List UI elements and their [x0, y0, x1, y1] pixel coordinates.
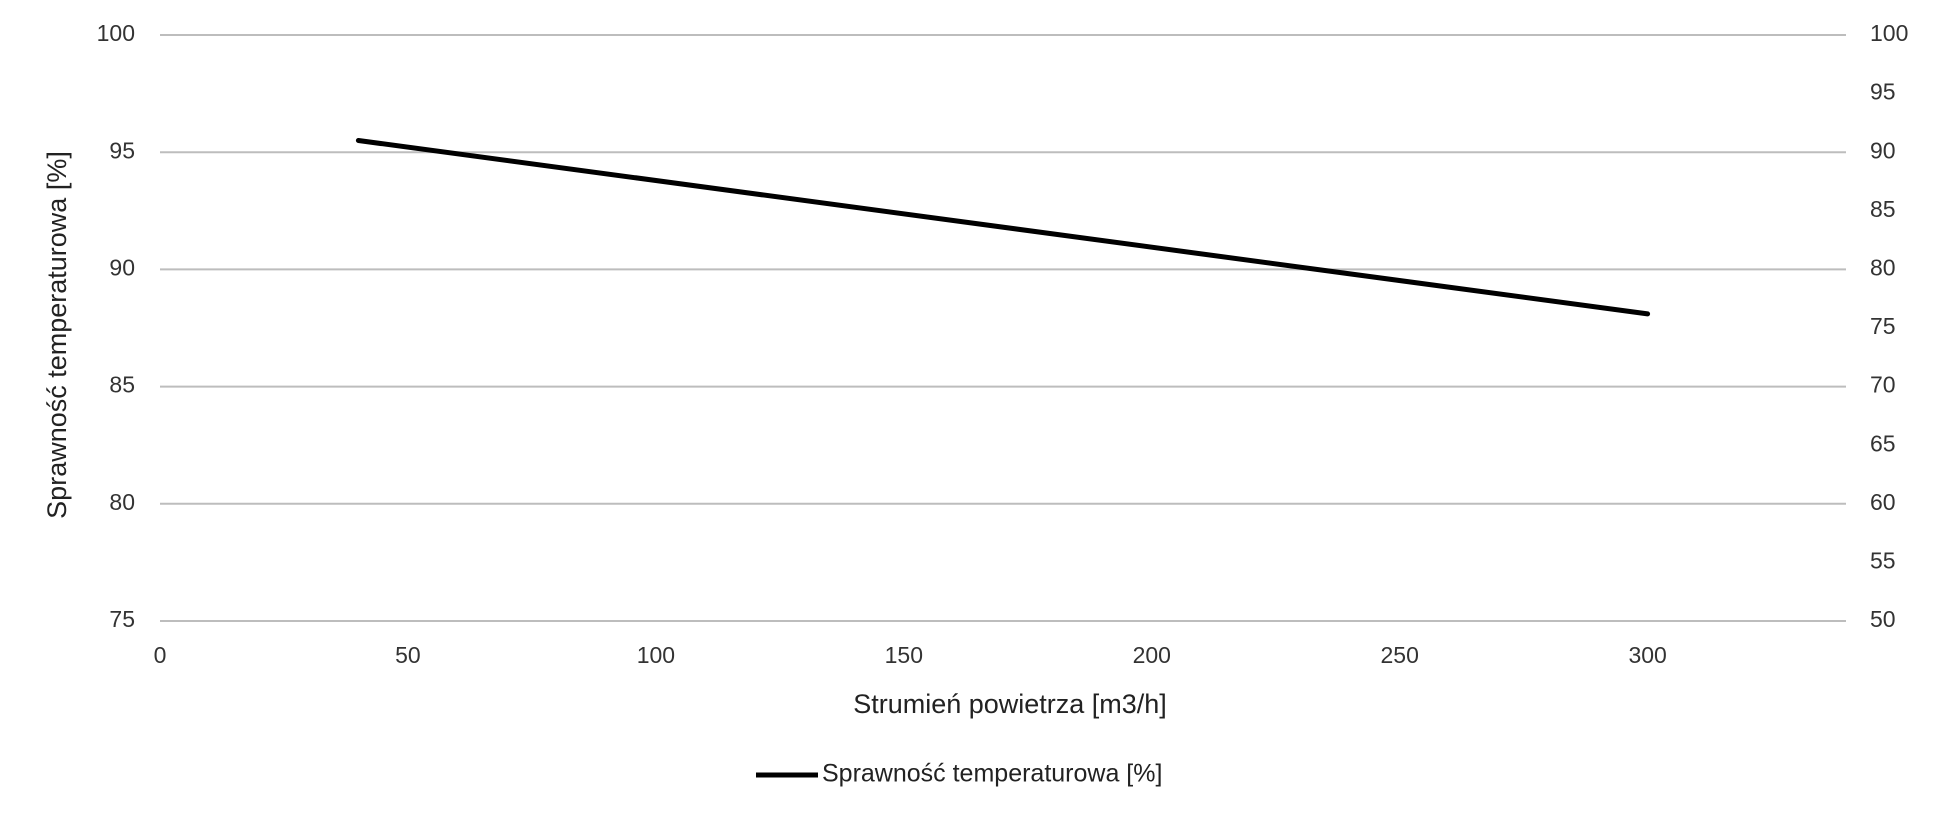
- x-tick-label: 300: [1628, 642, 1666, 668]
- gridlines: [160, 34, 1846, 622]
- x-axis-title: Strumień powietrza [m3/h]: [853, 689, 1167, 719]
- y2-tick-label: 100: [1870, 20, 1908, 46]
- y-axis-title: Sprawność temperaturowa [%]: [42, 151, 72, 519]
- legend-label: Sprawność temperaturowa [%]: [822, 760, 1162, 788]
- y-tick-label: 85: [109, 372, 135, 398]
- x-tick-label: 250: [1381, 642, 1419, 668]
- x-axis: 0 50 100 150 200 250 300: [154, 642, 1667, 668]
- y2-tick-label: 75: [1870, 313, 1896, 339]
- y-tick-label: 80: [109, 489, 135, 515]
- y2-tick-label: 90: [1870, 137, 1896, 163]
- y2-tick-label: 70: [1870, 372, 1896, 398]
- y2-tick-label: 65: [1870, 430, 1896, 456]
- series-layer: [355, 138, 1651, 317]
- y-tick-label: 95: [109, 137, 135, 163]
- y2-tick-label: 55: [1870, 547, 1896, 573]
- y2-tick-label: 95: [1870, 79, 1896, 105]
- x-tick-label: 100: [637, 642, 675, 668]
- y-tick-label: 90: [109, 254, 135, 280]
- x-tick-label: 150: [885, 642, 923, 668]
- x-tick-label: 200: [1133, 642, 1171, 668]
- y-axis-left: 75 80 85 90 95 100: [97, 20, 135, 632]
- x-tick-label: 50: [395, 642, 421, 668]
- y2-tick-label: 80: [1870, 254, 1896, 280]
- y2-tick-label: 85: [1870, 196, 1896, 222]
- legend: Sprawność temperaturowa [%]: [756, 760, 1162, 788]
- y-tick-label: 75: [109, 606, 135, 632]
- y-tick-label: 100: [97, 20, 135, 46]
- y2-tick-label: 60: [1870, 489, 1896, 515]
- series-line: [355, 138, 1651, 317]
- x-tick-label: 0: [154, 642, 167, 668]
- y2-tick-label: 50: [1870, 606, 1896, 632]
- y-axis-right: 50 55 60 65 70 75 80 85 90 95 100: [1870, 20, 1908, 632]
